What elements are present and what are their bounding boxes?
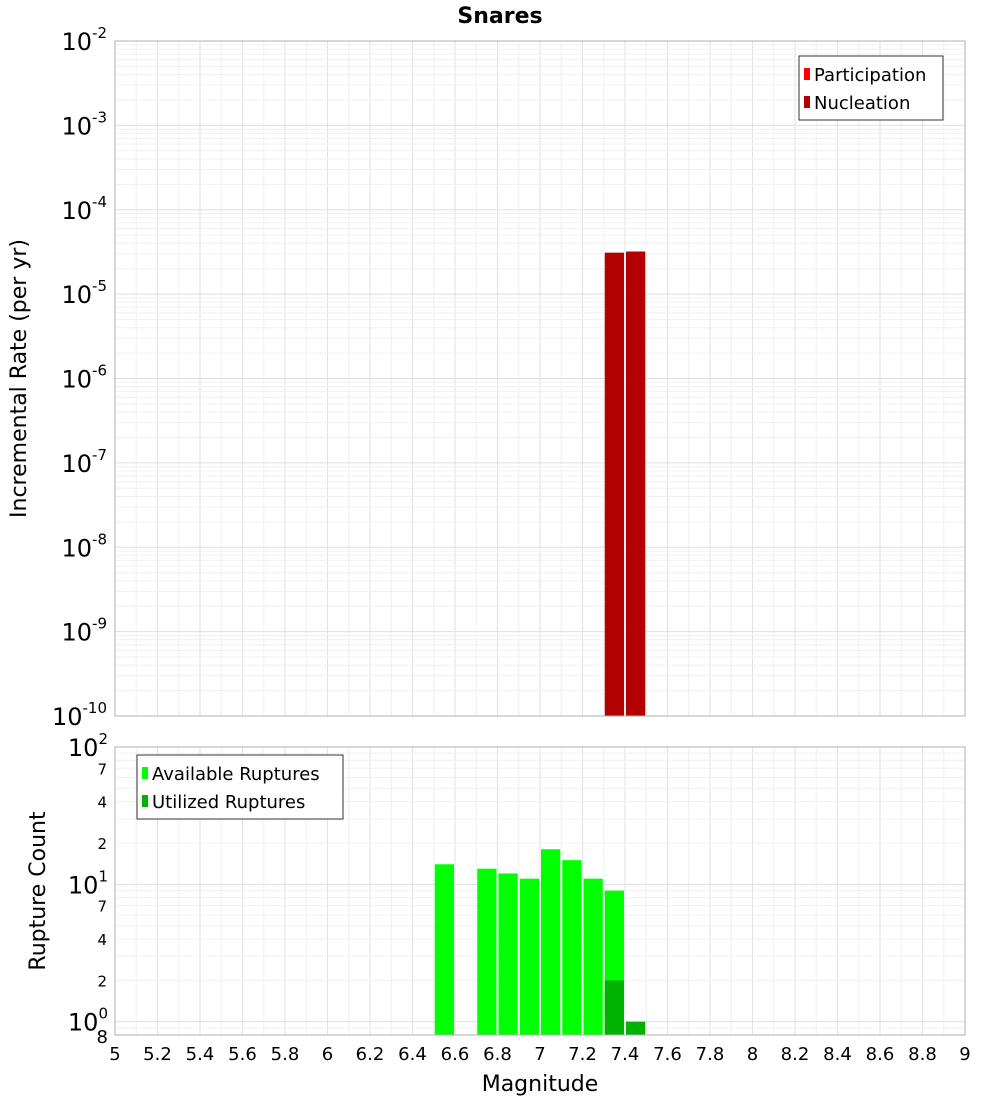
y-tick-label: 10-5 [61, 277, 107, 309]
available-ruptures-bar [498, 873, 518, 1035]
available-ruptures-bar [541, 849, 561, 1035]
x-tick-label: 8 [747, 1044, 758, 1065]
x-tick-label: 8.6 [866, 1044, 895, 1065]
tick-base: 10 [61, 197, 92, 225]
y-tick-label: 100 [68, 1005, 108, 1037]
tick-base: 10 [61, 28, 92, 56]
legend-label: Available Ruptures [152, 764, 320, 785]
tick-exponent: -8 [92, 530, 107, 548]
tick-exponent: -6 [92, 362, 107, 380]
chart-title: Snares [457, 4, 542, 29]
x-tick-label: 5.4 [186, 1044, 215, 1065]
y-tick-label: 10-6 [61, 362, 107, 394]
y-tick-label: 10-3 [61, 108, 107, 140]
tick-base: 10 [61, 619, 92, 647]
y-tick-label: 102 [68, 730, 108, 762]
tick-exponent: -4 [92, 193, 107, 211]
bottom-y-axis-label: Rupture Count [26, 811, 51, 971]
tick-base: 10 [61, 112, 92, 140]
x-tick-label: 7.2 [568, 1044, 597, 1065]
top-y-axis-label: Incremental Rate (per yr) [7, 239, 32, 518]
bottom-plot-border [114, 746, 966, 1036]
x-tick-label: 8.2 [781, 1044, 810, 1065]
y-tick-label: 10-2 [61, 24, 107, 56]
y-tick-label: 10-10 [52, 699, 107, 731]
legend-label: Utilized Ruptures [152, 792, 305, 813]
y-tick-label-minor: 4 [97, 931, 107, 949]
y-tick-label: 10-8 [61, 530, 107, 562]
y-tick-label-minor: 2 [97, 972, 107, 990]
legend-label: Nucleation [814, 93, 910, 114]
legend-swatch [804, 68, 810, 80]
x-tick-label: 6.2 [356, 1044, 385, 1065]
x-tick-label: 7.6 [653, 1044, 682, 1065]
nucleation-bar [604, 252, 624, 716]
x-tick-label: 7.8 [696, 1044, 725, 1065]
utilized-ruptures-bar [626, 1021, 646, 1035]
bottom-legend [136, 754, 344, 820]
utilized-ruptures-bar [604, 980, 624, 1035]
y-tick-label-minor: 8 [97, 1027, 108, 1048]
tick-base: 10 [61, 450, 92, 478]
available-ruptures-bar [519, 878, 539, 1035]
tick-exponent: 0 [98, 1005, 108, 1023]
x-tick-label: 9 [959, 1044, 970, 1065]
tick-exponent: -10 [83, 699, 108, 717]
tick-base: 10 [61, 366, 92, 394]
available-ruptures-bar [434, 864, 454, 1035]
legend-label: Participation [814, 65, 926, 86]
x-tick-label: 8.4 [823, 1044, 852, 1065]
tick-base: 10 [61, 281, 92, 309]
tick-exponent: -3 [92, 108, 107, 126]
x-tick-label: 5.2 [143, 1044, 172, 1065]
tick-base: 10 [68, 734, 99, 762]
y-tick-label-minor: 2 [97, 835, 107, 853]
legend-swatch [142, 767, 148, 779]
tick-base: 10 [61, 534, 92, 562]
y-tick-label-minor: 7 [97, 898, 107, 916]
tick-base: 10 [68, 871, 99, 899]
x-tick-label: 6.6 [441, 1044, 470, 1065]
x-tick-label: 5.6 [228, 1044, 257, 1065]
tick-base: 10 [68, 1009, 99, 1037]
tick-exponent: -7 [92, 446, 107, 464]
x-tick-label: 8.8 [908, 1044, 937, 1065]
legend-swatch [142, 795, 148, 807]
tick-exponent: -5 [92, 277, 107, 295]
x-tick-label: 5.8 [271, 1044, 300, 1065]
x-tick-label: 5 [109, 1044, 120, 1065]
available-ruptures-bar [583, 878, 603, 1035]
top-legend [798, 55, 944, 121]
y-tick-label: 10-9 [61, 615, 107, 647]
x-axis-label: Magnitude [482, 1072, 599, 1097]
available-ruptures-bar [562, 860, 582, 1035]
legend-swatch [804, 96, 810, 108]
y-tick-label: 10-4 [61, 193, 107, 225]
tick-exponent: 2 [98, 730, 108, 748]
available-ruptures-bar [477, 868, 497, 1035]
top-plot-border [114, 40, 966, 717]
y-tick-label: 101 [68, 867, 108, 899]
tick-exponent: -9 [92, 615, 107, 633]
x-tick-label: 6.8 [483, 1044, 512, 1065]
tick-base: 10 [52, 703, 83, 731]
tick-exponent: -2 [92, 24, 107, 42]
tick-exponent: 1 [98, 867, 108, 885]
y-tick-label-minor: 7 [97, 760, 107, 778]
x-tick-label: 7.4 [611, 1044, 640, 1065]
y-tick-label: 10-7 [61, 446, 107, 478]
y-tick-label-minor: 4 [97, 794, 107, 812]
x-tick-label: 6 [322, 1044, 333, 1065]
x-tick-label: 6.4 [398, 1044, 427, 1065]
x-tick-label: 7 [534, 1044, 545, 1065]
nucleation-bar [626, 251, 646, 716]
